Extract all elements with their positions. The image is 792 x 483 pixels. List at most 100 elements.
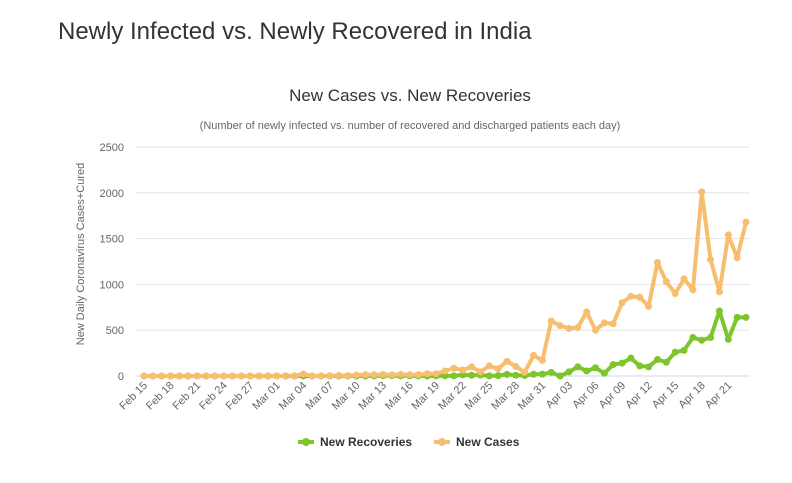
data-point[interactable] — [680, 346, 688, 354]
data-point[interactable] — [335, 372, 343, 380]
data-point[interactable] — [645, 363, 653, 371]
data-point[interactable] — [414, 371, 422, 379]
data-point[interactable] — [698, 336, 706, 344]
data-point[interactable] — [565, 368, 573, 376]
data-point[interactable] — [689, 334, 697, 342]
data-point[interactable] — [556, 322, 564, 330]
data-point[interactable] — [167, 372, 175, 380]
data-point[interactable] — [574, 323, 582, 331]
data-point[interactable] — [707, 256, 715, 264]
data-point[interactable] — [308, 372, 316, 380]
data-point[interactable] — [715, 307, 723, 315]
data-point[interactable] — [273, 372, 281, 380]
data-point[interactable] — [653, 356, 661, 364]
data-point[interactable] — [724, 231, 732, 239]
data-point[interactable] — [158, 372, 166, 380]
data-point[interactable] — [264, 372, 272, 380]
data-point[interactable] — [184, 372, 192, 380]
data-point[interactable] — [512, 362, 520, 370]
data-point[interactable] — [538, 356, 546, 364]
data-point[interactable] — [317, 372, 325, 380]
data-point[interactable] — [583, 308, 591, 316]
data-point[interactable] — [653, 258, 661, 266]
data-point[interactable] — [547, 317, 555, 325]
data-point[interactable] — [370, 371, 378, 379]
data-point[interactable] — [715, 288, 723, 296]
data-point[interactable] — [689, 286, 697, 294]
data-point[interactable] — [618, 359, 626, 367]
data-point[interactable] — [530, 370, 538, 378]
data-point[interactable] — [476, 368, 484, 376]
data-point[interactable] — [468, 371, 476, 379]
data-point[interactable] — [503, 370, 511, 378]
data-point[interactable] — [211, 372, 219, 380]
data-point[interactable] — [698, 188, 706, 196]
data-point[interactable] — [494, 365, 502, 373]
data-point[interactable] — [140, 372, 148, 380]
data-point[interactable] — [600, 319, 608, 327]
data-point[interactable] — [246, 372, 254, 380]
data-point[interactable] — [627, 292, 635, 300]
data-point[interactable] — [512, 371, 520, 379]
data-point[interactable] — [503, 357, 511, 365]
data-point[interactable] — [600, 369, 608, 377]
data-point[interactable] — [450, 364, 458, 372]
data-point[interactable] — [609, 320, 617, 328]
data-point[interactable] — [229, 372, 237, 380]
data-point[interactable] — [282, 372, 290, 380]
data-point[interactable] — [671, 348, 679, 356]
data-point[interactable] — [202, 372, 210, 380]
data-point[interactable] — [175, 372, 183, 380]
data-point[interactable] — [733, 313, 741, 321]
data-point[interactable] — [326, 372, 334, 380]
data-point[interactable] — [255, 372, 263, 380]
data-point[interactable] — [574, 363, 582, 371]
data-point[interactable] — [432, 370, 440, 378]
data-point[interactable] — [450, 372, 458, 380]
data-point[interactable] — [592, 326, 599, 334]
data-point[interactable] — [680, 275, 688, 283]
data-point[interactable] — [662, 278, 670, 286]
data-point[interactable] — [485, 372, 493, 380]
data-point[interactable] — [671, 290, 679, 298]
data-point[interactable] — [521, 368, 529, 376]
data-point[interactable] — [724, 335, 732, 343]
data-point[interactable] — [609, 361, 617, 369]
data-point[interactable] — [636, 293, 644, 301]
legend-item[interactable]: New Recoveries — [298, 435, 412, 449]
data-point[interactable] — [344, 372, 352, 380]
data-point[interactable] — [485, 362, 493, 370]
data-point[interactable] — [565, 324, 573, 332]
data-point[interactable] — [556, 372, 564, 380]
data-point[interactable] — [742, 218, 750, 226]
data-point[interactable] — [220, 372, 228, 380]
data-point[interactable] — [733, 254, 741, 262]
legend[interactable]: New Recoveries New Cases — [298, 435, 520, 449]
data-point[interactable] — [538, 370, 546, 378]
data-point[interactable] — [379, 371, 387, 379]
data-point[interactable] — [423, 370, 431, 378]
data-point[interactable] — [592, 364, 599, 372]
data-point[interactable] — [388, 371, 396, 379]
data-point[interactable] — [530, 351, 538, 359]
data-point[interactable] — [468, 363, 476, 371]
data-point[interactable] — [583, 367, 591, 375]
data-point[interactable] — [299, 370, 307, 378]
data-point[interactable] — [618, 299, 626, 307]
data-point[interactable] — [627, 354, 635, 362]
data-point[interactable] — [352, 371, 360, 379]
data-point[interactable] — [707, 334, 715, 342]
data-point[interactable] — [406, 371, 414, 379]
data-point[interactable] — [361, 371, 369, 379]
data-point[interactable] — [441, 367, 449, 375]
data-point[interactable] — [645, 302, 653, 310]
data-point[interactable] — [237, 372, 245, 380]
data-point[interactable] — [662, 358, 670, 366]
data-point[interactable] — [494, 372, 502, 380]
data-point[interactable] — [742, 313, 750, 321]
legend-item[interactable]: New Cases — [434, 435, 520, 449]
data-point[interactable] — [193, 372, 201, 380]
data-point[interactable] — [547, 368, 555, 376]
data-point[interactable] — [397, 370, 405, 378]
data-point[interactable] — [291, 372, 298, 380]
